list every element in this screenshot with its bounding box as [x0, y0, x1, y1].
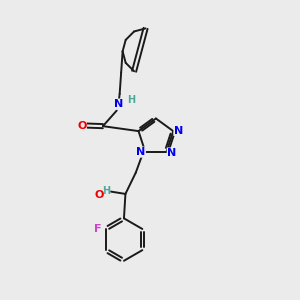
- Text: O: O: [77, 121, 86, 130]
- Text: F: F: [94, 224, 101, 234]
- Text: N: N: [167, 148, 176, 158]
- Text: N: N: [115, 99, 124, 109]
- Text: H: H: [102, 186, 110, 196]
- Text: N: N: [174, 125, 183, 136]
- Text: N: N: [136, 147, 146, 157]
- Text: O: O: [94, 190, 104, 200]
- Text: H: H: [128, 94, 136, 105]
